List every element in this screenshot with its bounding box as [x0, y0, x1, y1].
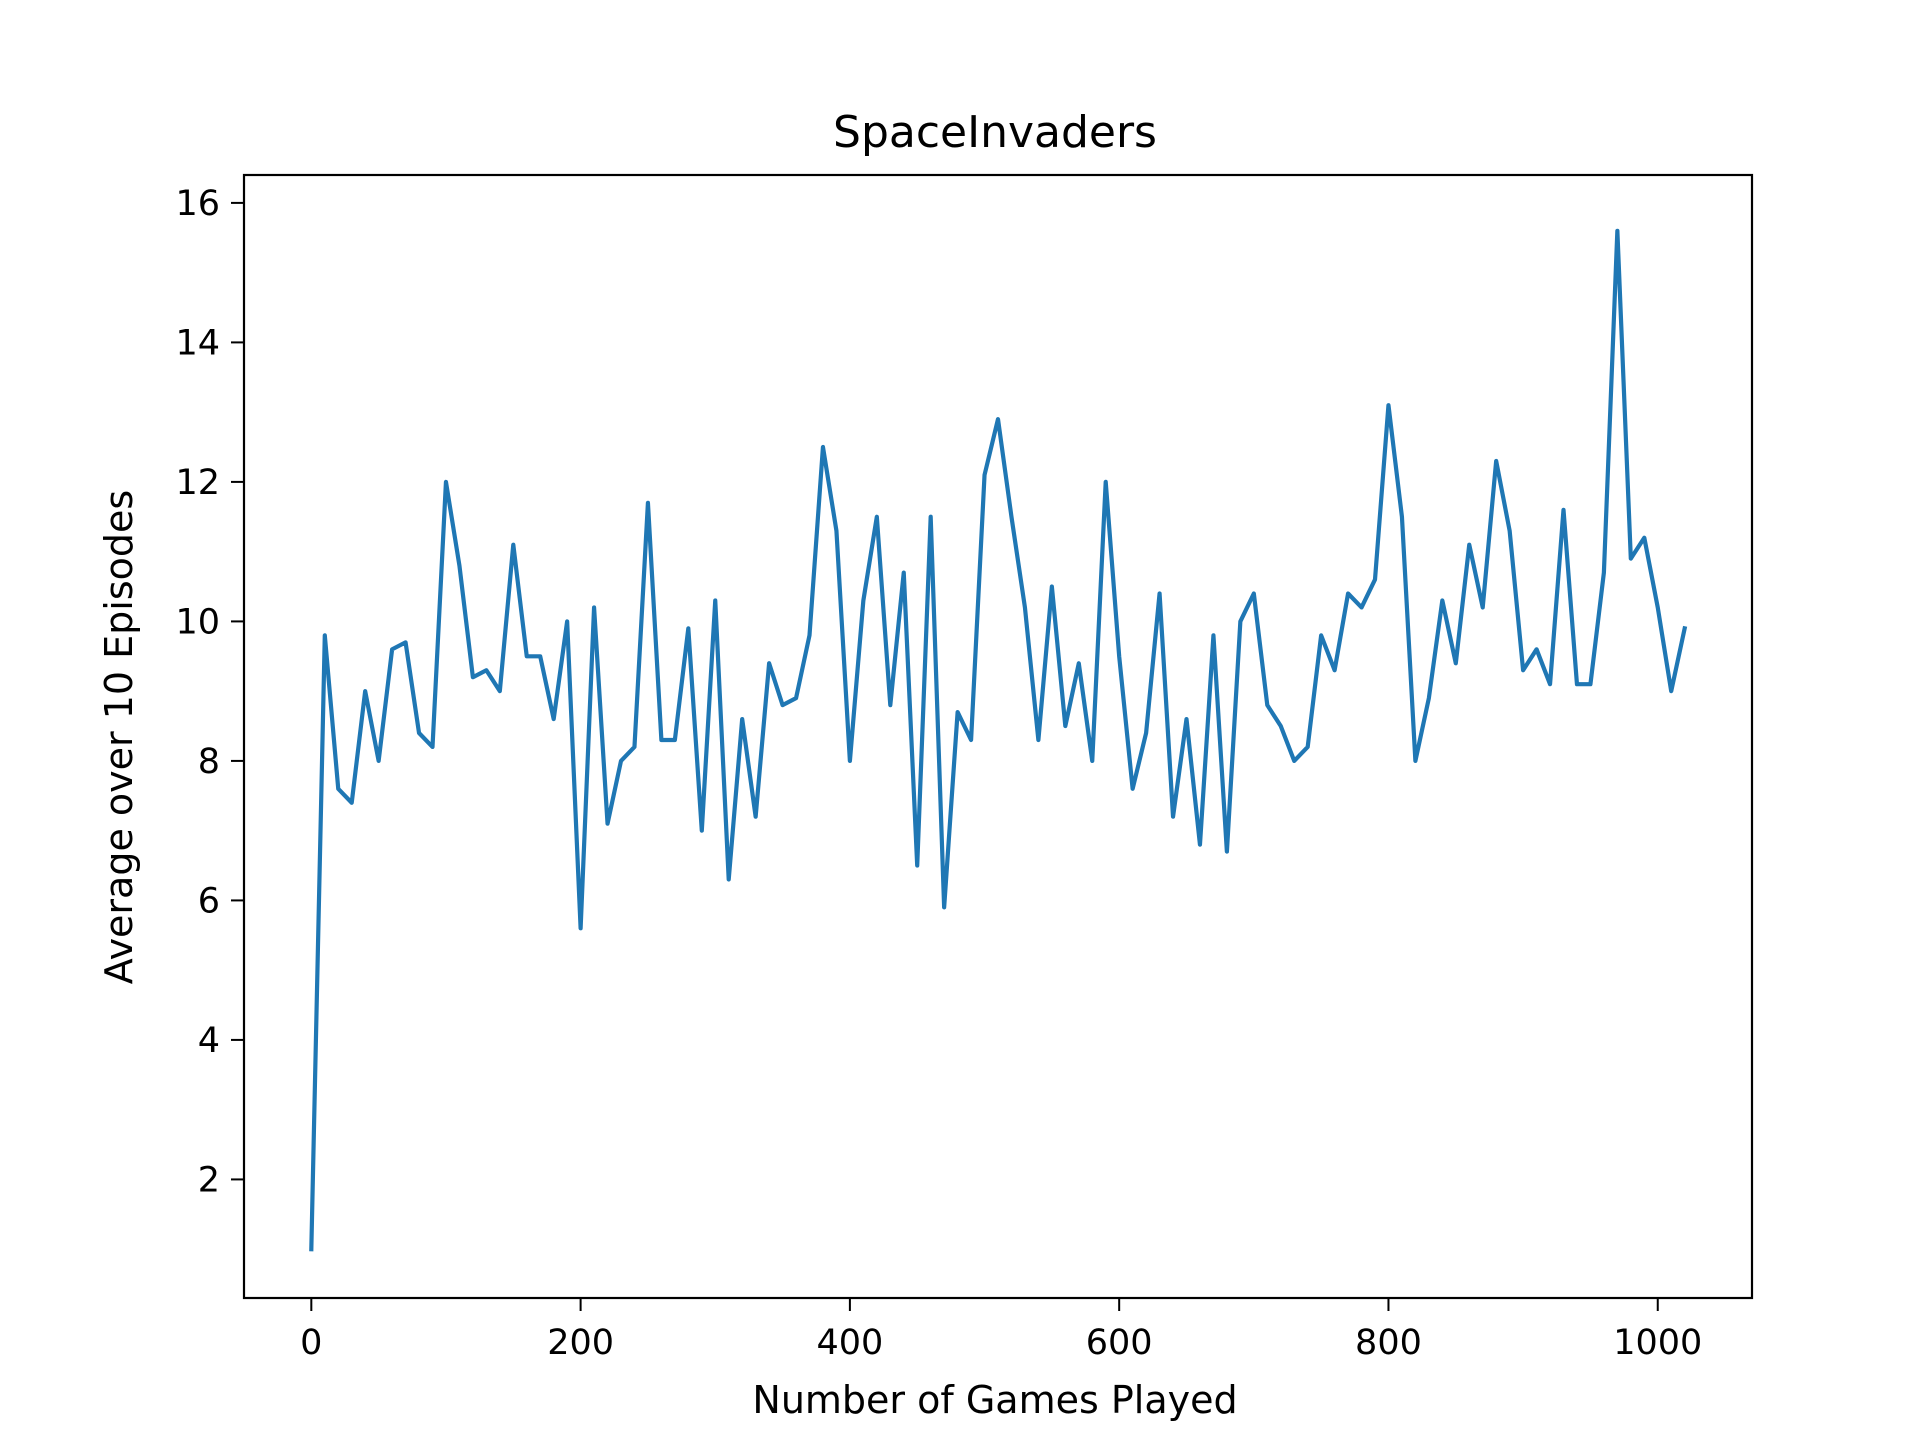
plot-frame [242, 173, 1754, 1300]
x-tick-label: 1000 [1613, 1323, 1702, 1363]
y-tick-label: 2 [198, 1160, 220, 1200]
y-tick-label: 14 [175, 323, 220, 363]
y-tick-label: 6 [198, 881, 220, 921]
y-tick-label: 16 [175, 184, 220, 224]
y-tick-label: 10 [175, 602, 220, 642]
x-tick-label: 600 [1086, 1323, 1153, 1363]
chart-title: SpaceInvaders [833, 107, 1157, 158]
x-tick-label: 200 [547, 1323, 614, 1363]
y-tick-label: 12 [175, 463, 220, 503]
y-tick-label: 4 [198, 1021, 220, 1061]
x-axis-label: Number of Games Played [752, 1378, 1237, 1422]
y-tick-label: 8 [198, 742, 220, 782]
x-ticks: 0 200 400 600 800 1000 [300, 1298, 1702, 1363]
x-tick-label: 800 [1355, 1323, 1422, 1363]
y-axis-label: Average over 10 Episodes [97, 490, 141, 984]
x-tick-label: 0 [300, 1323, 322, 1363]
y-ticks: 2 4 6 8 10 12 14 16 [175, 184, 244, 1200]
x-tick-label: 400 [816, 1323, 883, 1363]
series-line [309, 228, 1688, 1252]
